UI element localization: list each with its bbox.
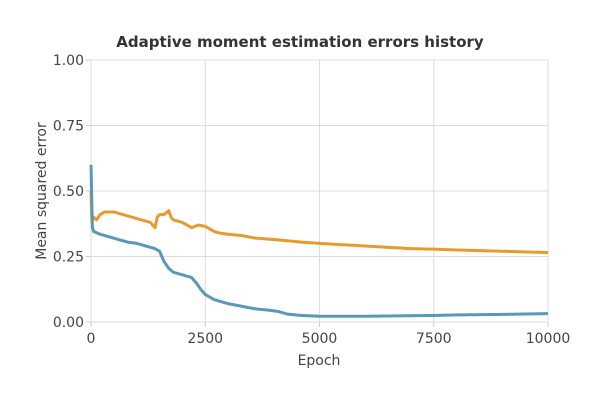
series-group bbox=[89, 164, 549, 318]
y-tick-label: 0.50 bbox=[53, 184, 84, 200]
x-tick-label: 2500 bbox=[187, 331, 223, 347]
x-axis-label: Epoch bbox=[298, 353, 341, 369]
y-tick-label: 0.25 bbox=[53, 250, 84, 266]
x-tick-label: 10000 bbox=[526, 331, 571, 347]
y-tick-label: 0.00 bbox=[53, 315, 84, 331]
chart-title: Adaptive moment estimation errors histor… bbox=[116, 33, 484, 51]
series-line-training bbox=[89, 164, 549, 318]
x-tick-label: 7500 bbox=[416, 331, 452, 347]
x-tick-label: 0 bbox=[87, 331, 96, 347]
ticks: 0 2500 5000 7500 10000 0.00 0.25 0.50 0.75 1.00 bbox=[53, 53, 570, 347]
y-tick-label: 0.75 bbox=[53, 119, 84, 135]
y-tick-label: 1.00 bbox=[53, 53, 84, 69]
grid bbox=[86, 59, 549, 327]
x-tick-label: 5000 bbox=[302, 331, 338, 347]
y-axis-label: Mean squared error bbox=[34, 122, 50, 260]
series-line-validation bbox=[89, 190, 549, 255]
